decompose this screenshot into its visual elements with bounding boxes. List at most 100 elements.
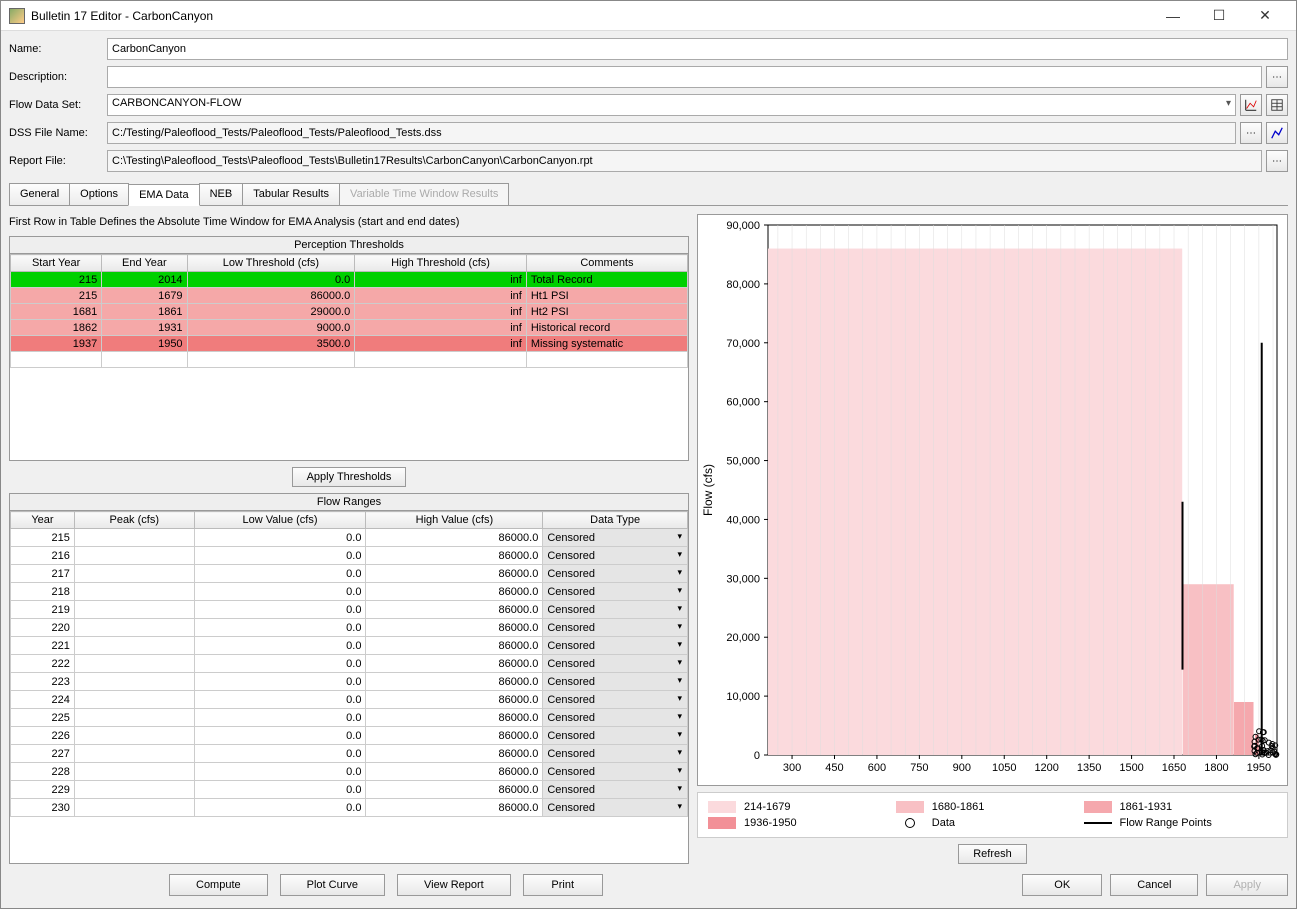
- dss-browse-button[interactable]: ⋯: [1240, 122, 1262, 144]
- tab-options[interactable]: Options: [69, 183, 129, 205]
- hint-text: First Row in Table Defines the Absolute …: [9, 214, 689, 230]
- tab-ema-data[interactable]: EMA Data: [128, 184, 200, 206]
- data-type-cell[interactable]: Censored: [543, 745, 688, 763]
- data-type-cell[interactable]: Censored: [543, 583, 688, 601]
- svg-text:50,000: 50,000: [726, 456, 760, 468]
- percep-row[interactable]: 215167986000.0infHt1 PSI: [11, 288, 688, 304]
- view-report-button[interactable]: View Report: [397, 874, 511, 896]
- svg-text:10,000: 10,000: [726, 691, 760, 703]
- minimize-button[interactable]: —: [1150, 1, 1196, 31]
- plot-icon-button[interactable]: [1240, 94, 1262, 116]
- legend-label: Data: [932, 817, 955, 829]
- percep-col: Start Year: [11, 255, 102, 272]
- dss-label: DSS File Name:: [9, 127, 105, 139]
- dss-input[interactable]: [107, 122, 1236, 144]
- svg-text:20,000: 20,000: [726, 632, 760, 644]
- data-type-cell[interactable]: Censored: [543, 781, 688, 799]
- flow-row[interactable]: 2210.086000.0Censored: [11, 637, 688, 655]
- tab-bar: GeneralOptionsEMA DataNEBTabular Results…: [9, 183, 1288, 206]
- svg-text:450: 450: [825, 762, 843, 774]
- flow-row[interactable]: 2260.086000.0Censored: [11, 727, 688, 745]
- titlebar: Bulletin 17 Editor - CarbonCanyon — ☐ ✕: [1, 1, 1296, 31]
- flow-ranges-table: Flow Ranges YearPeak (cfs)Low Value (cfs…: [9, 493, 689, 864]
- tab-variable-time-window-results: Variable Time Window Results: [339, 183, 509, 205]
- tab-tabular-results[interactable]: Tabular Results: [242, 183, 340, 205]
- description-more-button[interactable]: ⋯: [1266, 66, 1288, 88]
- svg-text:90,000: 90,000: [726, 220, 760, 232]
- flow-row[interactable]: 2170.086000.0Censored: [11, 565, 688, 583]
- data-type-cell[interactable]: Censored: [543, 655, 688, 673]
- tab-neb[interactable]: NEB: [199, 183, 244, 205]
- table-icon-button[interactable]: [1266, 94, 1288, 116]
- flow-chart: 010,00020,00030,00040,00050,00060,00070,…: [697, 214, 1288, 786]
- flow-col: Low Value (cfs): [194, 512, 366, 529]
- name-label: Name:: [9, 43, 105, 55]
- data-type-cell[interactable]: Censored: [543, 637, 688, 655]
- data-type-cell[interactable]: Censored: [543, 673, 688, 691]
- chart-legend: 214-16791680-18611861-19311936-1950DataF…: [697, 792, 1288, 838]
- legend-item: Data: [896, 815, 1084, 831]
- report-label: Report File:: [9, 155, 105, 167]
- ok-button[interactable]: OK: [1022, 874, 1102, 896]
- svg-text:1200: 1200: [1034, 762, 1058, 774]
- data-type-cell[interactable]: Censored: [543, 601, 688, 619]
- flow-row[interactable]: 2150.086000.0Censored: [11, 529, 688, 547]
- report-browse-button[interactable]: ⋯: [1266, 150, 1288, 172]
- flow-row[interactable]: 2270.086000.0Censored: [11, 745, 688, 763]
- apply-thresholds-button[interactable]: Apply Thresholds: [292, 467, 407, 487]
- flow-row[interactable]: 2160.086000.0Censored: [11, 547, 688, 565]
- perception-table: Perception Thresholds Start YearEnd Year…: [9, 236, 689, 461]
- flow-row[interactable]: 2240.086000.0Censored: [11, 691, 688, 709]
- flow-row[interactable]: 2200.086000.0Censored: [11, 619, 688, 637]
- maximize-button[interactable]: ☐: [1196, 1, 1242, 31]
- data-type-cell[interactable]: Censored: [543, 727, 688, 745]
- dss-plot-button[interactable]: [1266, 122, 1288, 144]
- perception-title: Perception Thresholds: [10, 237, 688, 254]
- percep-row-empty[interactable]: [11, 352, 688, 368]
- percep-col: Low Threshold (cfs): [187, 255, 355, 272]
- percep-row[interactable]: 193719503500.0infMissing systematic: [11, 336, 688, 352]
- close-button[interactable]: ✕: [1242, 1, 1288, 31]
- data-type-cell[interactable]: Censored: [543, 691, 688, 709]
- print-button[interactable]: Print: [523, 874, 603, 896]
- data-type-cell[interactable]: Censored: [543, 547, 688, 565]
- legend-item: 214-1679: [708, 799, 896, 815]
- data-type-cell[interactable]: Censored: [543, 709, 688, 727]
- flow-row[interactable]: 2290.086000.0Censored: [11, 781, 688, 799]
- app-window: Bulletin 17 Editor - CarbonCanyon — ☐ ✕ …: [0, 0, 1297, 909]
- flowset-select[interactable]: CARBONCANYON-FLOW: [107, 94, 1236, 116]
- flow-row[interactable]: 2300.086000.0Censored: [11, 799, 688, 817]
- tab-general[interactable]: General: [9, 183, 70, 205]
- apply-button[interactable]: Apply: [1206, 874, 1288, 896]
- flow-row[interactable]: 2180.086000.0Censored: [11, 583, 688, 601]
- svg-text:70,000: 70,000: [726, 338, 760, 350]
- flow-row[interactable]: 2220.086000.0Censored: [11, 655, 688, 673]
- data-type-cell[interactable]: Censored: [543, 529, 688, 547]
- flow-col: Data Type: [543, 512, 688, 529]
- svg-text:1500: 1500: [1119, 762, 1143, 774]
- svg-text:0: 0: [754, 750, 760, 762]
- flow-row[interactable]: 2230.086000.0Censored: [11, 673, 688, 691]
- legend-item: Flow Range Points: [1084, 815, 1272, 831]
- name-input[interactable]: [107, 38, 1288, 60]
- flowset-label: Flow Data Set:: [9, 99, 105, 111]
- plot-curve-button[interactable]: Plot Curve: [280, 874, 385, 896]
- flow-ranges-title: Flow Ranges: [10, 494, 688, 511]
- refresh-button[interactable]: Refresh: [958, 844, 1027, 864]
- flow-row[interactable]: 2190.086000.0Censored: [11, 601, 688, 619]
- cancel-button[interactable]: Cancel: [1110, 874, 1198, 896]
- percep-row[interactable]: 1681186129000.0infHt2 PSI: [11, 304, 688, 320]
- legend-label: 1861-1931: [1120, 801, 1173, 813]
- description-input[interactable]: [107, 66, 1262, 88]
- report-input[interactable]: [107, 150, 1262, 172]
- percep-row[interactable]: 186219319000.0infHistorical record: [11, 320, 688, 336]
- data-type-cell[interactable]: Censored: [543, 799, 688, 817]
- data-type-cell[interactable]: Censored: [543, 565, 688, 583]
- data-type-cell[interactable]: Censored: [543, 763, 688, 781]
- compute-button[interactable]: Compute: [169, 874, 268, 896]
- flow-row[interactable]: 2250.086000.0Censored: [11, 709, 688, 727]
- svg-text:1950: 1950: [1247, 762, 1271, 774]
- percep-row[interactable]: 21520140.0infTotal Record: [11, 272, 688, 288]
- flow-row[interactable]: 2280.086000.0Censored: [11, 763, 688, 781]
- data-type-cell[interactable]: Censored: [543, 619, 688, 637]
